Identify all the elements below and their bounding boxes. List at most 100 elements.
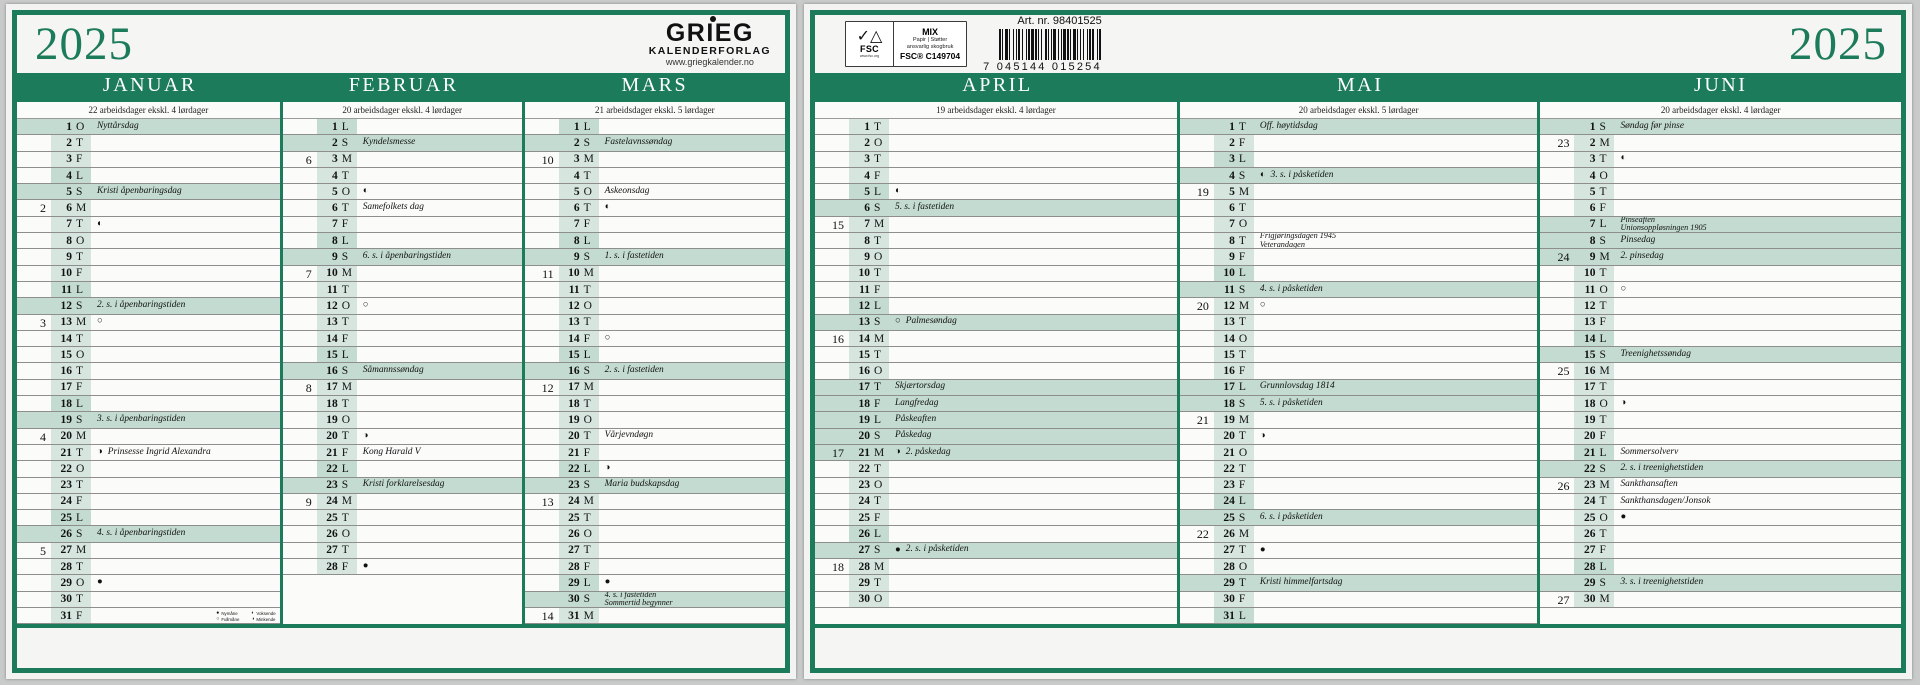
day-row[interactable]: 9 S 1. s. i fastetiden (524, 249, 785, 266)
day-row[interactable]: 25 O ● (1540, 510, 1901, 527)
day-row[interactable]: 30 S 4. s. i fastetiden Sommertid begynner (524, 591, 785, 608)
day-row[interactable]: 14 O (1179, 330, 1538, 348)
day-row[interactable]: 21 T ◑ Prinsesse Ingrid Alexandra (17, 444, 280, 462)
day-row[interactable]: 11 F (815, 281, 1177, 299)
day-row[interactable]: 27 30 M (1540, 591, 1901, 608)
day-row[interactable]: 12 17 M (524, 379, 785, 397)
day-row[interactable]: 19 O (524, 412, 785, 429)
day-row[interactable]: 28 F ● (282, 559, 522, 576)
day-row[interactable]: 18 T (524, 396, 785, 413)
day-row[interactable]: 22 O (17, 461, 280, 478)
day-row[interactable]: 18 F Langfredag (815, 396, 1177, 413)
day-row[interactable]: 15 T (1179, 347, 1538, 364)
day-row[interactable]: 6 T Samefolkets dag (282, 200, 522, 217)
day-row[interactable]: 18 S 5. s. i påsketiden (1179, 396, 1538, 413)
day-row[interactable]: 3 13 M ○ (17, 314, 280, 331)
day-row[interactable]: 1 O Nyttårsdag (17, 119, 280, 136)
day-row[interactable]: 26 T (1540, 526, 1901, 543)
day-row[interactable]: 11 S 4. s. i påsketiden (1179, 281, 1538, 299)
day-row[interactable]: 30 T (17, 591, 280, 608)
day-row[interactable]: 19 O (282, 412, 522, 429)
day-row[interactable]: 25 16 M (1540, 363, 1901, 380)
day-row[interactable]: 15 T (815, 347, 1177, 364)
day-row[interactable]: 12 T (1540, 298, 1901, 315)
day-row[interactable]: 12 L (815, 298, 1177, 315)
day-row[interactable]: 26 23 M Sankthansaften (1540, 477, 1901, 494)
day-row[interactable] (815, 607, 1177, 625)
day-row[interactable]: 14 F (282, 330, 522, 348)
day-row[interactable]: 20 T ◑ (282, 428, 522, 445)
day-row[interactable]: 26 O (524, 526, 785, 543)
day-row[interactable]: 29 T (815, 575, 1177, 592)
day-row[interactable]: 14 31 M (524, 607, 785, 625)
day-row[interactable]: 26 S 4. s. i åpenbaringstiden (17, 526, 280, 543)
day-row[interactable]: 25 S 6. s. i påsketiden (1179, 510, 1538, 527)
day-row[interactable]: 10 3 M (524, 151, 785, 168)
day-row[interactable]: 11 O ○ (1540, 281, 1901, 299)
day-row[interactable]: 3 T ◐ (1540, 151, 1901, 168)
day-row[interactable]: 29 S 3. s. i treenighetstiden (1540, 575, 1901, 592)
day-row[interactable]: 22 T (815, 461, 1177, 478)
day-row[interactable]: 24 T Sankthansdagen/Jonsok (1540, 493, 1901, 511)
day-row[interactable]: 23 O (815, 477, 1177, 494)
day-row[interactable]: 22 S 2. s. i treenighetstiden (1540, 461, 1901, 478)
day-row[interactable]: 21 19 M (1179, 412, 1538, 429)
day-row[interactable]: 21 F (524, 444, 785, 462)
day-row[interactable]: 4 20 M (17, 428, 280, 445)
day-row[interactable]: 12 S 2. s. i åpenbaringstiden (17, 298, 280, 315)
day-row[interactable]: 5 L ◐ (815, 184, 1177, 201)
day-row[interactable]: 29 T Kristi himmelfartsdag (1179, 575, 1538, 592)
day-row[interactable]: 22 L ◑ (524, 461, 785, 478)
day-row[interactable]: 28 T (17, 559, 280, 576)
day-row[interactable] (282, 575, 522, 592)
day-row[interactable]: 27 S ● 2. s. i påsketiden (815, 542, 1177, 560)
day-row[interactable]: 25 T (524, 510, 785, 527)
day-row[interactable]: 23 T (17, 477, 280, 494)
day-row[interactable]: 11 T (524, 281, 785, 299)
day-row[interactable]: 11 L (17, 281, 280, 299)
day-row[interactable]: 2 S Fastelavnssøndag (524, 135, 785, 152)
day-row[interactable]: 14 F ○ (524, 330, 785, 348)
day-row[interactable]: 15 7 M (815, 216, 1177, 234)
day-row[interactable]: 14 L (1540, 330, 1901, 348)
day-row[interactable]: 10 T (815, 265, 1177, 282)
day-row[interactable]: 7 T ◐ (17, 216, 280, 234)
day-row[interactable]: 11 T (282, 281, 522, 299)
day-row[interactable]: 14 T (17, 330, 280, 348)
day-row[interactable]: 27 F (1540, 542, 1901, 560)
day-row[interactable]: 20 T ◑ (1179, 428, 1538, 445)
day-row[interactable]: 24 T (815, 493, 1177, 511)
day-row[interactable]: 9 S 6. s. i åpenbaringstiden (282, 249, 522, 266)
day-row[interactable]: 17 F (17, 379, 280, 397)
day-row[interactable]: 31 L (1179, 607, 1538, 625)
day-row[interactable]: 10 F (17, 265, 280, 282)
day-row[interactable]: 20 S Påskedag (815, 428, 1177, 445)
day-row[interactable]: 23 S Kristi forklarelsesdag (282, 477, 522, 494)
day-row[interactable]: 5 S Kristi åpenbaringsdag (17, 184, 280, 201)
day-row[interactable]: 8 T Frigjøringsdagen 1945 Veterandagen (1179, 233, 1538, 250)
day-row[interactable]: 16 14 M (815, 330, 1177, 348)
day-row[interactable]: 26 L (815, 526, 1177, 543)
day-row[interactable]: 23 2 M (1540, 135, 1901, 152)
day-row[interactable]: 22 L (282, 461, 522, 478)
day-row[interactable]: 13 24 M (524, 493, 785, 511)
